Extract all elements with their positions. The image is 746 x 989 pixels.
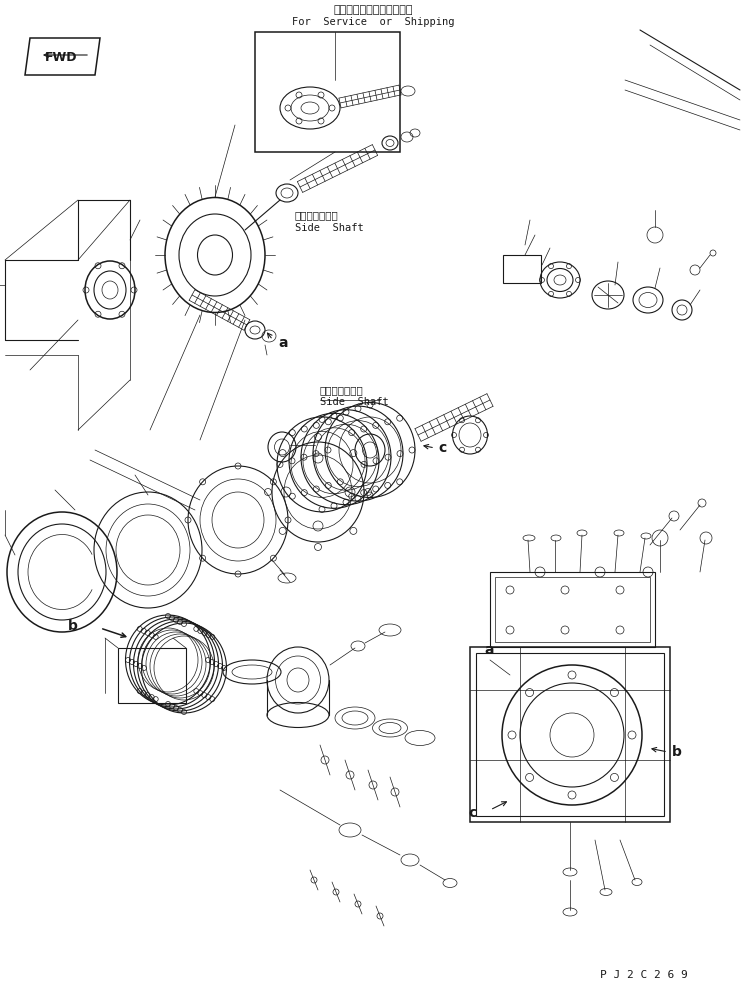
- Bar: [255, 32, 400, 152]
- Text: Side  Shaft: Side Shaft: [295, 223, 364, 233]
- Text: a: a: [278, 336, 287, 350]
- Text: a: a: [484, 643, 494, 657]
- Bar: [470, 647, 670, 822]
- Bar: [490, 572, 655, 647]
- Text: サイドシャフト: サイドシャフト: [295, 210, 339, 220]
- Bar: [118, 648, 186, 703]
- Text: For  Service  or  Shipping: For Service or Shipping: [292, 17, 454, 27]
- Bar: [503, 255, 541, 283]
- Bar: [495, 577, 650, 642]
- Text: P J 2 C 2 6 9: P J 2 C 2 6 9: [600, 970, 688, 980]
- Text: c: c: [438, 441, 446, 455]
- Text: Side  Shaft: Side Shaft: [320, 397, 389, 407]
- Text: FWD: FWD: [45, 50, 78, 63]
- Text: b: b: [68, 619, 78, 633]
- Text: b: b: [672, 745, 682, 759]
- Text: c: c: [468, 806, 476, 820]
- Bar: [476, 653, 664, 816]
- Text: サービスまたは運搬部品用: サービスまたは運搬部品用: [333, 5, 413, 15]
- Text: サイドシャフト: サイドシャフト: [320, 385, 364, 395]
